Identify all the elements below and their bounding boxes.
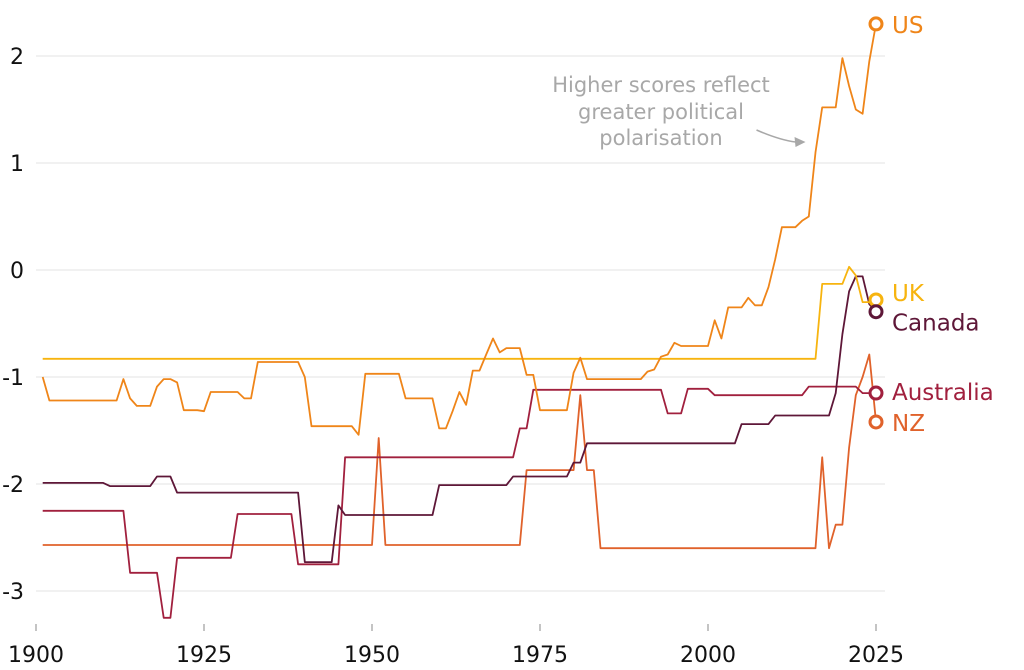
x-tick-label: 1950 xyxy=(344,643,400,668)
series-line-us xyxy=(41,23,877,436)
x-tick-label: 1900 xyxy=(8,643,64,668)
x-tick-label: 1975 xyxy=(512,643,568,668)
y-tick-label: -1 xyxy=(2,366,24,391)
series-label-uk: UK xyxy=(892,281,925,307)
endpoint-marker-nz xyxy=(868,414,884,430)
endpoint-marker-australia xyxy=(868,385,884,401)
x-tick-label: 2000 xyxy=(680,643,736,668)
series-line-australia xyxy=(42,385,876,619)
series-label-australia: Australia xyxy=(892,380,994,406)
y-tick-label: 1 xyxy=(10,152,24,177)
annotation-arrowhead-icon xyxy=(794,137,806,147)
x-tick-label: 1925 xyxy=(176,643,232,668)
y-tick-label: -2 xyxy=(2,473,24,498)
endpoint-marker-us xyxy=(868,16,884,32)
annotation-line-2: greater political xyxy=(578,100,744,124)
gridlines xyxy=(36,55,885,592)
series-label-us: US xyxy=(892,13,923,39)
annotation-arrow-icon xyxy=(756,129,796,143)
series-endpoints: US UK Canada Australia NZ xyxy=(868,13,994,437)
series-line-nz xyxy=(42,353,877,550)
y-tick-label: 0 xyxy=(10,259,24,284)
series-label-nz: NZ xyxy=(892,411,925,437)
y-axis: 2 1 0 -1 -2 -3 xyxy=(2,45,24,605)
annotation-line-3: polarisation xyxy=(599,126,722,150)
series-line-canada xyxy=(42,275,877,563)
y-tick-label: -3 xyxy=(2,580,24,605)
annotation-line-1: Higher scores reflect xyxy=(552,73,770,97)
series-lines xyxy=(41,23,877,619)
endpoint-marker-canada xyxy=(868,304,884,320)
x-tick-label: 2025 xyxy=(848,643,904,668)
y-tick-label: 2 xyxy=(10,45,24,70)
series-line-uk xyxy=(42,265,877,360)
endpoint-marker-uk xyxy=(868,292,884,308)
x-axis: 1900 1925 1950 1975 2000 2025 xyxy=(8,624,904,668)
annotation: Higher scores reflect greater political … xyxy=(552,73,806,150)
series-label-canada: Canada xyxy=(892,311,980,337)
